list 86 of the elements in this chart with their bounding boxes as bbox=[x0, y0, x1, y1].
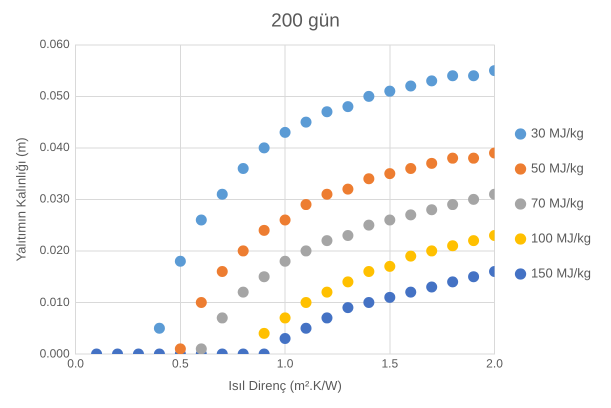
point bbox=[384, 86, 396, 97]
y-tick-label: 0.020 bbox=[40, 243, 70, 258]
point bbox=[321, 106, 332, 118]
point bbox=[280, 312, 291, 324]
legend-label: 50 MJ/kg bbox=[531, 160, 584, 176]
point bbox=[280, 256, 291, 267]
y-axis-title: Yalıtımın Kalınlığı (m) bbox=[13, 137, 28, 262]
point bbox=[342, 230, 354, 241]
y-tick-label: 0.050 bbox=[40, 88, 70, 103]
point bbox=[216, 312, 228, 324]
legend-label: 30 MJ/kg bbox=[531, 126, 584, 141]
point bbox=[300, 296, 312, 308]
x-tick-label: 1.5 bbox=[381, 356, 398, 371]
point bbox=[405, 162, 416, 174]
x-axis-title: Isıl Direnç (m².K/W) bbox=[228, 378, 342, 393]
point bbox=[468, 235, 480, 246]
legend-label: 150 MJ/kg bbox=[531, 266, 592, 281]
point bbox=[258, 142, 270, 154]
point bbox=[321, 286, 332, 298]
y-tick-label: 0.030 bbox=[40, 192, 70, 206]
point bbox=[426, 204, 438, 216]
point bbox=[426, 245, 438, 256]
point bbox=[196, 296, 207, 308]
point bbox=[300, 322, 312, 334]
y-tick-label: 0.060 bbox=[40, 37, 70, 52]
point bbox=[280, 126, 291, 138]
point bbox=[342, 302, 354, 314]
point bbox=[258, 271, 270, 282]
x-tick-label: 2.0 bbox=[486, 356, 504, 371]
point bbox=[426, 75, 438, 86]
point bbox=[321, 188, 332, 200]
legend-label: 70 MJ/kg bbox=[531, 196, 584, 211]
point bbox=[384, 168, 396, 180]
point bbox=[258, 224, 270, 236]
point bbox=[238, 245, 249, 256]
point bbox=[363, 173, 374, 184]
point bbox=[196, 214, 207, 226]
point bbox=[174, 256, 186, 267]
x-tick-label: 1.0 bbox=[276, 356, 294, 371]
x-tick-label: 0.5 bbox=[172, 356, 190, 371]
point bbox=[405, 80, 416, 92]
y-tick-label: 0.040 bbox=[40, 140, 70, 154]
point bbox=[426, 158, 438, 169]
point bbox=[238, 162, 249, 174]
point bbox=[405, 286, 416, 298]
point bbox=[216, 188, 228, 200]
point bbox=[363, 90, 374, 102]
point bbox=[216, 266, 228, 278]
point bbox=[154, 322, 165, 334]
point bbox=[174, 343, 186, 354]
point bbox=[468, 271, 480, 282]
point bbox=[405, 250, 416, 262]
point bbox=[405, 209, 416, 220]
point bbox=[468, 194, 480, 205]
point bbox=[196, 343, 207, 354]
point bbox=[280, 214, 291, 226]
point bbox=[342, 276, 354, 288]
point bbox=[426, 282, 438, 293]
point bbox=[238, 286, 249, 298]
legend-label: 100 MJ/kg bbox=[531, 230, 592, 246]
point bbox=[300, 245, 312, 256]
point bbox=[300, 199, 312, 210]
point bbox=[447, 199, 458, 210]
point bbox=[258, 328, 270, 339]
point bbox=[280, 333, 291, 344]
x-tick-label: 0.0 bbox=[67, 356, 84, 371]
point bbox=[363, 266, 374, 278]
point bbox=[447, 152, 458, 164]
point bbox=[384, 260, 396, 272]
point bbox=[447, 70, 458, 82]
point bbox=[468, 70, 480, 82]
chart-title: 200 gün bbox=[271, 10, 340, 32]
y-tick-label: 0.000 bbox=[40, 346, 70, 360]
point bbox=[321, 235, 332, 246]
point bbox=[342, 101, 354, 112]
point bbox=[321, 312, 332, 324]
point bbox=[447, 276, 458, 288]
point bbox=[363, 220, 374, 231]
y-tick-label: 0.010 bbox=[40, 294, 70, 309]
point bbox=[363, 296, 374, 308]
point bbox=[384, 214, 396, 226]
point bbox=[384, 292, 396, 303]
point bbox=[342, 184, 354, 195]
point bbox=[468, 152, 480, 164]
point bbox=[447, 240, 458, 252]
point bbox=[300, 116, 312, 128]
